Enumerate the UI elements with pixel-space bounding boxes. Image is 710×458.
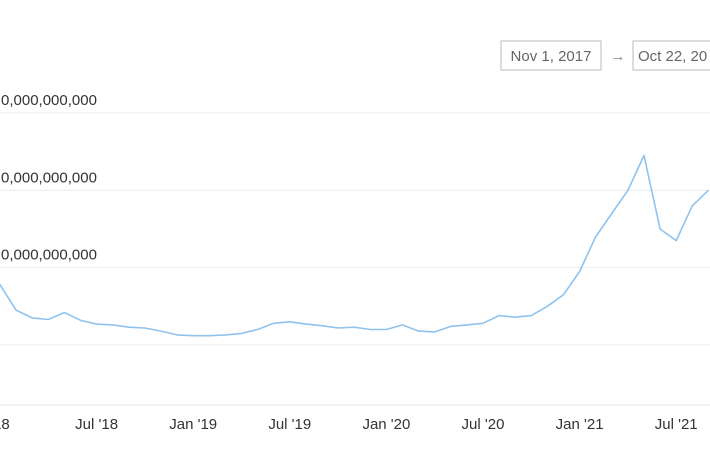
x-tick-label: Jul '21	[655, 416, 698, 433]
date-end: Oct 22, 20	[638, 48, 707, 65]
x-tick-label: Jan '21	[556, 416, 604, 433]
date-end-box[interactable]	[632, 40, 710, 71]
date-arrow: →	[611, 48, 626, 65]
date-start: Nov 1, 2017	[511, 48, 592, 65]
y-tick-label: 0,000,000,000	[1, 247, 97, 264]
x-tick-label: '18	[0, 416, 10, 433]
x-tick-label: Jul '19	[268, 416, 311, 433]
price-line	[0, 154, 709, 337]
y-tick-label: 0,000,000,000	[1, 92, 97, 109]
x-tick-label: Jul '18	[75, 416, 118, 433]
x-tick-label: Jul '20	[462, 416, 505, 433]
x-tick-label: Jan '19	[169, 416, 217, 433]
x-tick-label: Jan '20	[362, 416, 410, 433]
y-tick-label: 0,000,000,000	[1, 169, 97, 186]
date-start-box[interactable]	[500, 40, 602, 71]
